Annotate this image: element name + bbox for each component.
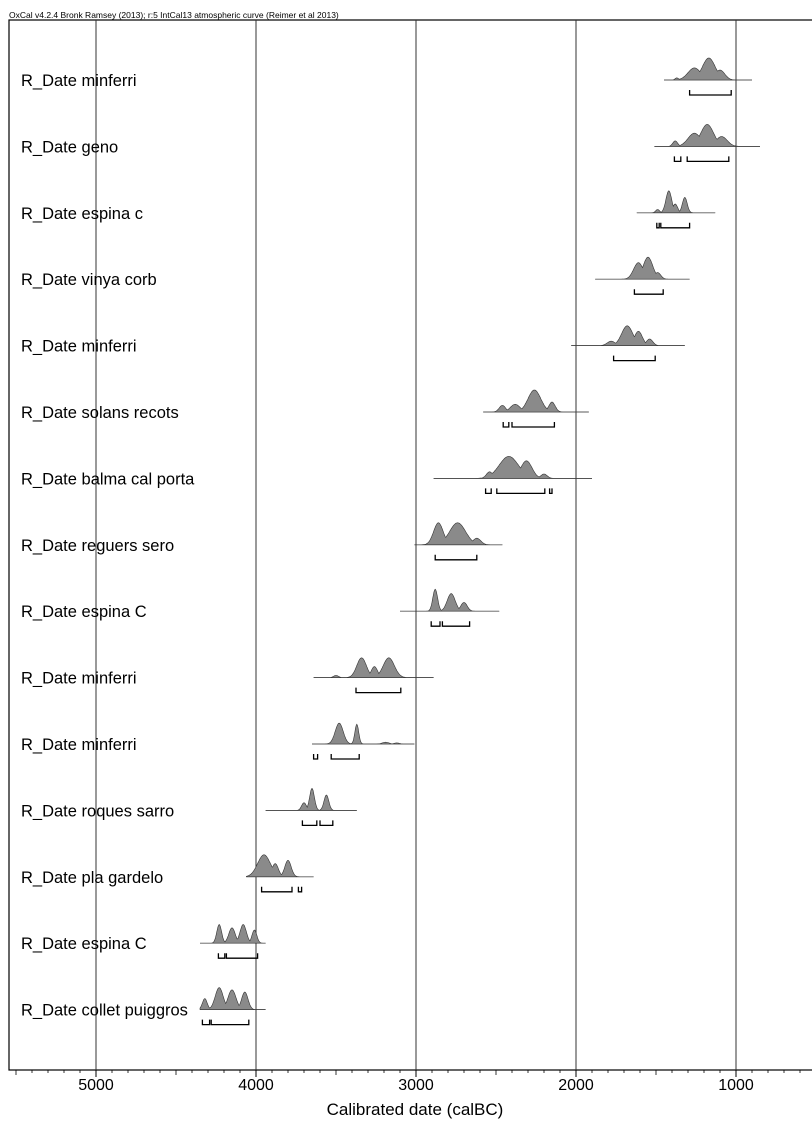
date-label: R_Date solans recots	[21, 404, 179, 422]
date-row: R_Date minferri	[21, 657, 434, 694]
probability-distribution	[199, 987, 266, 1010]
date-label: R_Date minferri	[21, 736, 137, 754]
date-label: R_Date minferri	[21, 670, 137, 688]
date-row: R_Date minferri	[21, 722, 415, 760]
date-row: R_Date collet puiggros	[21, 987, 266, 1026]
date-row: R_Date roques sarro	[21, 788, 357, 827]
hpd-range-bracket	[217, 953, 226, 959]
date-label: R_Date collet puiggros	[21, 1002, 188, 1020]
date-row: R_Date espina C	[21, 588, 500, 627]
hpd-range-bracket	[201, 1019, 211, 1026]
date-label: R_Date minferri	[21, 72, 137, 90]
x-tick-label: 5000	[78, 1077, 114, 1094]
hpd-range-bracket	[260, 886, 293, 893]
probability-distribution	[265, 788, 357, 811]
date-row: R_Date vinya corb	[21, 256, 690, 295]
date-label: R_Date vinya corb	[21, 271, 157, 289]
hpd-range-bracket	[688, 90, 732, 96]
date-label: R_Date espina C	[21, 935, 147, 953]
hpd-range-bracket	[312, 754, 319, 760]
date-row: R_Date minferri	[21, 57, 752, 96]
probability-distribution	[595, 256, 690, 280]
date-label: R_Date roques sarro	[21, 802, 174, 820]
date-label: R_Date reguers sero	[21, 537, 174, 555]
date-label: R_Date minferri	[21, 338, 137, 356]
date-label: R_Date balma cal porta	[21, 470, 195, 488]
hpd-range-bracket	[319, 820, 334, 827]
hpd-range-bracket	[484, 488, 492, 495]
probability-distribution	[414, 522, 503, 546]
hpd-range-bracket	[441, 621, 471, 627]
hpd-range-bracket	[496, 488, 546, 495]
hpd-range-bracket	[297, 886, 303, 893]
x-tick-label: 4000	[238, 1077, 274, 1094]
date-row: R_Date reguers sero	[21, 522, 503, 561]
probability-distribution	[200, 924, 266, 944]
probability-distribution	[312, 722, 415, 745]
probability-distribution	[664, 57, 752, 81]
x-tick-label: 3000	[398, 1077, 434, 1094]
date-row: R_Date espina C	[21, 924, 266, 959]
hpd-range-bracket	[430, 621, 441, 627]
hpd-range-bracket	[686, 156, 730, 163]
hpd-range-bracket	[673, 156, 682, 163]
date-row: R_Date balma cal porta	[21, 456, 592, 495]
hpd-range-bracket	[434, 554, 478, 561]
probability-distribution	[636, 190, 716, 214]
x-axis-label: Calibrated date (calBC)	[327, 1100, 504, 1119]
probability-distribution	[313, 657, 434, 678]
plot-frame	[8, 19, 812, 1071]
hpd-range-bracket	[502, 422, 510, 428]
hpd-range-bracket	[225, 953, 259, 959]
date-label: R_Date geno	[21, 138, 118, 156]
hpd-range-bracket	[656, 222, 660, 229]
grid-lines	[95, 20, 737, 1070]
hpd-range-bracket	[633, 289, 664, 295]
date-row: R_Date solans recots	[21, 389, 589, 428]
hpd-range-bracket	[660, 222, 691, 229]
date-label: R_Date espina C	[21, 603, 147, 621]
probability-distribution	[246, 854, 314, 878]
hpd-range-bracket	[210, 1019, 250, 1026]
date-row: R_Date espina c	[21, 190, 716, 229]
chart-header: OxCal v4.2.4 Bronk Ramsey (2013); r:5 In…	[9, 10, 339, 20]
date-row: R_Date geno	[21, 124, 760, 163]
date-row: R_Date pla gardelo	[21, 854, 314, 893]
probability-distribution	[483, 389, 589, 413]
probability-distribution	[433, 456, 592, 479]
probability-distribution	[571, 325, 685, 346]
probability-distribution	[400, 588, 500, 612]
x-axis-ticks: 5000 4000 3000 2000 1000	[15, 1070, 801, 1094]
x-tick-label: 1000	[718, 1077, 754, 1094]
date-rows: R_Date minferri R_Date geno R_Date espina …	[21, 57, 760, 1026]
hpd-range-bracket	[612, 355, 656, 362]
date-row: R_Date minferri	[21, 325, 685, 362]
hpd-range-bracket	[511, 422, 556, 428]
hpd-range-bracket	[330, 754, 360, 760]
hpd-range-bracket	[548, 488, 553, 495]
date-label: R_Date espina c	[21, 205, 143, 223]
date-label: R_Date pla gardelo	[21, 869, 163, 887]
x-tick-label: 2000	[558, 1077, 594, 1094]
hpd-range-bracket	[355, 687, 402, 694]
hpd-range-bracket	[301, 820, 318, 827]
probability-distribution	[654, 124, 760, 147]
